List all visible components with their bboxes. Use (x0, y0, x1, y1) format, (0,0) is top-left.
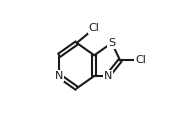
Text: Cl: Cl (89, 23, 100, 34)
Text: S: S (108, 38, 115, 48)
Text: N: N (104, 71, 112, 81)
Text: Cl: Cl (135, 55, 146, 65)
Text: N: N (55, 71, 63, 81)
